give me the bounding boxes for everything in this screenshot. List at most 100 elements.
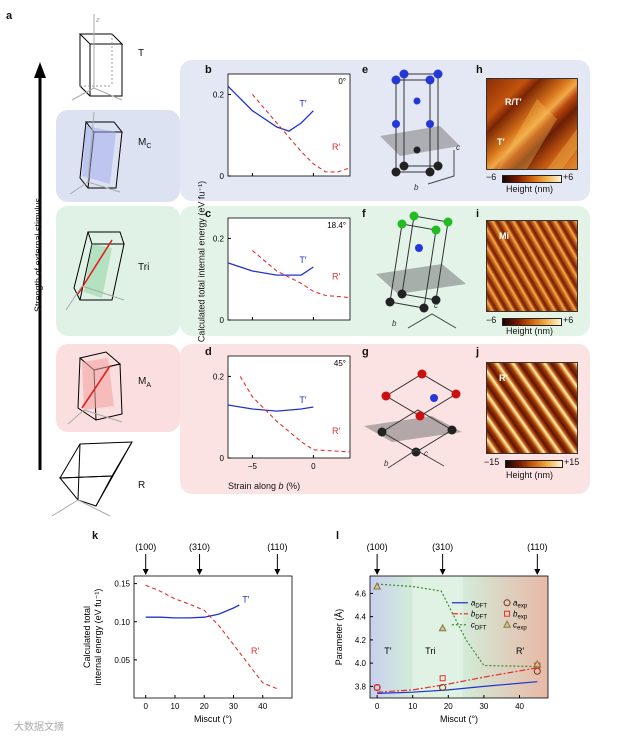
phase-label-tri: Tri xyxy=(138,262,150,273)
energy-plot-b: 0.2 0 0° T′ R′ xyxy=(213,73,351,181)
plot-frame xyxy=(227,73,351,177)
lattice-f-b: b xyxy=(392,319,397,328)
point-b-exp xyxy=(374,684,381,691)
top-orientation-label: (100) xyxy=(135,542,156,552)
region-label-rprime: R′ xyxy=(516,646,524,656)
y-tick-label: 0 xyxy=(220,172,225,181)
legend-label-exp: cexp xyxy=(513,621,527,632)
rprime-label: R′ xyxy=(251,646,259,656)
x-tick-label: 40 xyxy=(258,702,267,711)
lattice-e-c: c xyxy=(456,143,460,152)
panel-letter-f: f xyxy=(362,208,366,220)
afm-j-label: R′ xyxy=(499,373,508,383)
afm-image-h: R/T′ T′ xyxy=(486,78,578,170)
y-axis-label-line2: internal energy (eV fu⁻¹) xyxy=(93,589,103,686)
phase-label-r: R xyxy=(138,480,146,491)
series-rprime-line xyxy=(145,584,278,690)
colorbar-j-max: +15 xyxy=(564,457,580,467)
lattice-f: c b xyxy=(376,211,466,329)
y-tick-label: 4.4 xyxy=(355,613,367,622)
top-arrow-head xyxy=(142,569,149,575)
x-tick-label: 10 xyxy=(408,702,417,711)
phase-label-mc: MC xyxy=(138,137,151,150)
energy-plot-d: 0.2 0 −5 0 45° T′ R′ xyxy=(213,355,351,471)
top-arrow-head xyxy=(534,569,541,575)
phase-label-t: T xyxy=(138,48,145,59)
afm-image-i: Mi xyxy=(486,220,578,312)
x-tick-label: 30 xyxy=(229,702,238,711)
series-rprime-line xyxy=(252,250,351,299)
lattice-f-c: c xyxy=(434,301,438,310)
afm-image-j: R′ xyxy=(486,362,578,454)
region-tprime xyxy=(370,576,413,698)
legend-sub: DFT xyxy=(475,604,487,610)
strain-xlabel: Strain along b (%) xyxy=(228,481,301,491)
y-tick-label: 0 xyxy=(220,316,225,325)
panel-letter-c: c xyxy=(205,208,212,220)
legend-sub: DFT xyxy=(475,626,487,632)
svg-text:z: z xyxy=(95,17,100,24)
legend-label-dft: cDFT xyxy=(471,621,487,632)
y-tick-label: 0.05 xyxy=(114,656,130,665)
colorbar-h xyxy=(502,175,562,183)
panel-letter-k: k xyxy=(92,530,99,542)
lattice-e: c b xyxy=(380,69,460,192)
region-tri xyxy=(412,576,463,698)
y-tick-label: 3.8 xyxy=(355,682,367,691)
y-tick-label: 0.2 xyxy=(213,90,225,99)
legend-label-dft: bDFT xyxy=(471,610,487,621)
legend-label-exp: bexp xyxy=(513,610,528,621)
series-tprime-line xyxy=(227,85,314,132)
top-orientation-label: (310) xyxy=(432,542,453,552)
legend-marker xyxy=(504,610,511,617)
x-tick-label: 20 xyxy=(200,702,209,711)
y-tick-label: 0 xyxy=(220,454,225,463)
region-rprime xyxy=(462,576,548,698)
y-tick-label: 4.6 xyxy=(355,589,367,598)
phase-label-ma-sub: A xyxy=(146,382,152,389)
tprime-label: T′ xyxy=(242,595,249,605)
colorbar-h-unit: Height (nm) xyxy=(506,184,554,194)
y-axis-label-line1: Calculated total xyxy=(82,606,92,668)
colorbar-j-min: −15 xyxy=(484,457,500,467)
colorbar-i-unit: Height (nm) xyxy=(506,326,554,336)
x-tick-label: 40 xyxy=(515,702,524,711)
x-tick-label: −5 xyxy=(248,462,258,471)
panel-bg-ma xyxy=(56,344,180,432)
top-arrow-head xyxy=(196,569,203,575)
lattice-g: c b xyxy=(364,369,462,469)
panel-letter-e: e xyxy=(362,64,369,76)
tprime-label: T′ xyxy=(299,255,306,265)
rprime-label: R′ xyxy=(332,426,340,436)
stimulus-label: Strength of external stimulus xyxy=(33,197,43,313)
legend-label-dft: aDFT xyxy=(471,599,487,610)
crystal-tri xyxy=(65,231,125,311)
top-orientation-label: (310) xyxy=(189,542,210,552)
energy-plot-c: 0.2 0 18.4° T′ R′ xyxy=(213,217,351,325)
legend-sub: exp xyxy=(518,604,528,610)
top-arrow-head xyxy=(439,569,446,575)
legend-label-exp: aexp xyxy=(513,599,528,610)
lattice-e-b: b xyxy=(414,183,419,192)
angle-label: 0° xyxy=(338,77,346,86)
top-orientation-label: (100) xyxy=(367,542,388,552)
plot-frame xyxy=(133,575,293,699)
x-axis-label: Miscut (°) xyxy=(440,714,478,724)
top-arrow-head xyxy=(374,569,381,575)
afm-h-label-t: T′ xyxy=(497,137,505,147)
region-label-tri: Tri xyxy=(425,646,435,656)
afm-i-label: Mi xyxy=(499,231,509,241)
panel-letter-l: l xyxy=(336,530,340,542)
tprime-label: T′ xyxy=(299,395,306,405)
legend-marker xyxy=(503,620,512,628)
legend-sub: DFT xyxy=(475,615,487,621)
point-a-exp xyxy=(439,684,447,692)
y-tick-label: 0.10 xyxy=(114,618,130,627)
panel-letter-g: g xyxy=(362,346,369,358)
panel-letter-b: b xyxy=(205,64,212,76)
y-tick-label: 0.2 xyxy=(213,234,225,243)
series-tprime-line xyxy=(227,404,314,412)
y-tick-label: 0.2 xyxy=(213,372,225,381)
phase-label-mc-sub: C xyxy=(146,143,152,150)
panel-letter-j: j xyxy=(476,346,480,358)
